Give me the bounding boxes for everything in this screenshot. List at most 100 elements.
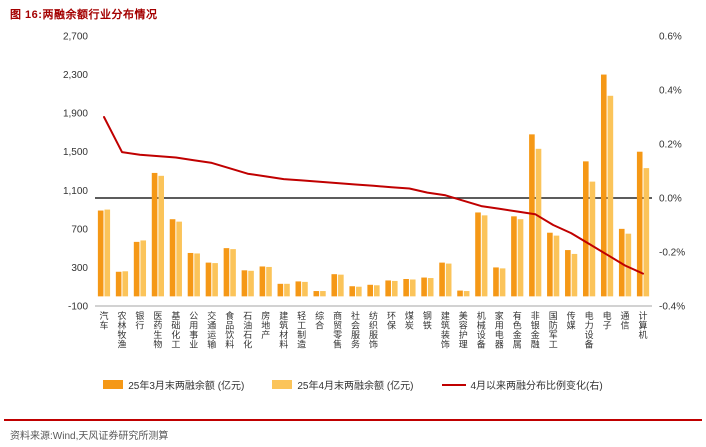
bar-mar xyxy=(439,262,445,297)
bar-mar xyxy=(600,74,607,297)
bar-mar xyxy=(313,291,320,297)
svg-text:300: 300 xyxy=(71,263,88,274)
bar-apr xyxy=(535,148,542,297)
x-axis-label: 电子 xyxy=(603,310,612,331)
svg-text:1,100: 1,100 xyxy=(63,186,88,197)
bar-mar xyxy=(277,283,284,297)
bar-mar xyxy=(97,210,104,297)
x-axis-label: 纺织服饰 xyxy=(369,310,378,350)
x-axis-label: 美容护理 xyxy=(459,310,468,350)
bar-mar xyxy=(151,172,158,297)
x-axis-label: 环保 xyxy=(387,311,396,331)
bar-apr xyxy=(427,278,434,297)
bar-apr xyxy=(248,270,254,297)
bar-apr xyxy=(553,235,560,297)
bar-mar xyxy=(259,266,266,297)
bar-apr xyxy=(104,209,111,297)
bar-mar xyxy=(205,262,212,297)
bar-apr xyxy=(517,219,524,297)
x-axis-label: 医药生物 xyxy=(153,311,162,350)
x-axis-label: 社会服务 xyxy=(351,310,360,350)
axis-tick-labels: 2,700 2,300 1,900 1,500 1,100 700 300 -100 0.6% 0… xyxy=(63,32,685,313)
bar-apr xyxy=(302,281,308,297)
bar-apr xyxy=(338,274,344,297)
x-axis-label: 煤炭 xyxy=(405,310,414,331)
x-axis-label: 国防军工 xyxy=(549,311,558,350)
svg-text:-0.4%: -0.4% xyxy=(659,302,685,313)
legend-label: 25年4月末两融余额 (亿元) xyxy=(297,381,414,392)
x-axis-label: 电力设备 xyxy=(585,310,594,350)
bar-mar xyxy=(187,252,194,297)
x-axis-label: 商贸零售 xyxy=(333,310,342,350)
bar-mar xyxy=(223,248,230,297)
x-axis-label: 通信 xyxy=(620,311,629,331)
x-axis-label: 轻工制造 xyxy=(297,310,306,350)
bar-apr xyxy=(230,249,236,297)
bar-apr xyxy=(158,175,164,297)
x-axis-label: 汽车 xyxy=(99,310,108,331)
legend-item-2: 25年4月末两融余额 (亿元) xyxy=(272,377,414,392)
x-axis-label: 公用事业 xyxy=(189,311,198,350)
bar-apr xyxy=(463,291,470,297)
x-axis-label: 建筑装饰 xyxy=(441,310,450,350)
bar-apr xyxy=(607,95,614,297)
svg-text:0.0%: 0.0% xyxy=(659,194,682,205)
x-axis-label: 农林牧渔 xyxy=(117,310,126,350)
bar-mar xyxy=(295,281,302,297)
svg-text:700: 700 xyxy=(71,224,88,235)
bar-mar xyxy=(493,267,499,297)
figure-title: 图 16:两融余额行业分布情况 xyxy=(10,9,158,21)
x-axis-labels: 汽车农林牧渔银行医药生物基础化工公用事业交通运输食品饮料石油石化房地产建筑材料轻… xyxy=(99,310,647,350)
bar-mar xyxy=(349,286,356,297)
svg-text:-100: -100 xyxy=(68,302,88,313)
x-axis-label: 传媒 xyxy=(567,310,576,331)
bar-apr xyxy=(445,263,452,297)
x-axis-label: 交通运输 xyxy=(207,310,216,350)
x-axis-label: 家用电器 xyxy=(495,310,504,350)
x-axis-label: 综合 xyxy=(315,310,324,331)
bar-mar xyxy=(529,134,535,297)
legend-label: 25年3月末两融余额 (亿元) xyxy=(128,381,245,392)
bar-mar xyxy=(241,270,248,297)
x-axis-label: 建筑材料 xyxy=(279,310,288,350)
x-axis-label: 基础化工 xyxy=(171,310,180,350)
svg-text:-0.2%: -0.2% xyxy=(659,248,685,259)
bar-mar xyxy=(636,151,643,297)
x-axis-label: 石油石化 xyxy=(243,311,252,350)
bar-mar xyxy=(169,219,176,297)
bar-apr xyxy=(212,263,218,297)
legend-line-swatch xyxy=(441,383,466,386)
bar-apr xyxy=(356,286,362,297)
legend-bar-swatch xyxy=(103,380,124,389)
bar-apr xyxy=(176,221,182,297)
svg-text:0.2%: 0.2% xyxy=(659,140,682,151)
legend-bar-swatch xyxy=(272,380,293,389)
legend-item-3: 4月以来两融分布比例变化(右) xyxy=(441,377,603,392)
bar-apr xyxy=(481,215,488,297)
source-note: 资料来源:Wind,天风证券研究所测算 xyxy=(10,427,168,442)
bar-mar xyxy=(457,290,463,297)
bar-apr xyxy=(122,271,129,297)
legend-item-1: 25年3月末两融余额 (亿元) xyxy=(103,377,244,392)
legend-label: 4月以来两融分布比例变化(右) xyxy=(470,381,603,392)
bar-apr xyxy=(194,253,200,297)
bar-mar xyxy=(475,212,481,297)
bar-apr xyxy=(571,253,578,297)
footer-divider xyxy=(4,419,702,421)
bar-apr xyxy=(391,280,398,297)
bar-apr xyxy=(409,279,416,297)
bar-apr xyxy=(499,268,506,297)
x-axis-label: 有色金属 xyxy=(513,310,522,350)
bar-mar xyxy=(133,241,140,297)
bar-apr xyxy=(625,233,632,297)
source-label: 资料来源: xyxy=(10,431,53,442)
x-axis-label: 计算机 xyxy=(638,310,647,340)
source-text: Wind,天风证券研究所测算 xyxy=(52,431,169,442)
bar-mar xyxy=(547,232,553,297)
svg-text:0.6%: 0.6% xyxy=(659,32,682,43)
svg-text:2,300: 2,300 xyxy=(63,70,88,81)
bar-apr xyxy=(643,168,650,297)
bar-apr xyxy=(320,291,326,297)
bar-apr xyxy=(266,266,272,297)
